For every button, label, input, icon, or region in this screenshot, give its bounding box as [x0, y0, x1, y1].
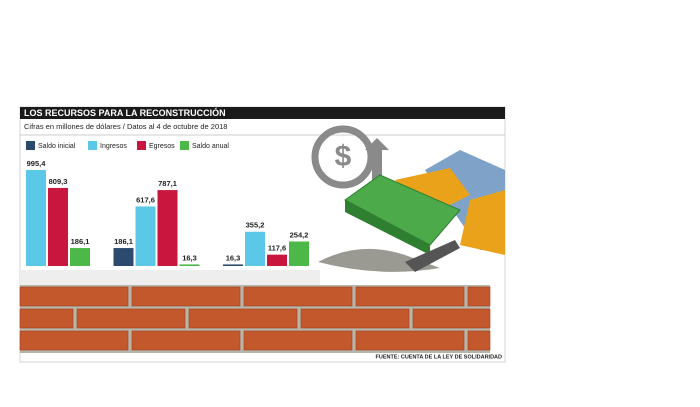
source: FUENTE: CUENTA DE LA LEY DE SOLIDARIDAD: [375, 354, 502, 360]
bar: [70, 248, 90, 266]
legend-label: Saldo inicial: [38, 143, 76, 150]
bar: [48, 187, 68, 266]
legend-swatch: [26, 141, 35, 150]
brick: [243, 286, 353, 307]
value-label: 617,6: [136, 195, 155, 204]
brick: [131, 330, 241, 351]
brick: [355, 286, 465, 307]
brick: [76, 308, 186, 329]
legend-label: Ingresos: [100, 143, 127, 150]
brick: [300, 308, 410, 329]
legend-label: Egresos: [149, 143, 175, 150]
dollar-sign: $: [335, 140, 352, 173]
legend-swatch: [88, 141, 97, 150]
brick: [131, 286, 241, 307]
bar: [245, 231, 265, 266]
arrow-icon: [365, 138, 389, 180]
bar: [267, 254, 287, 266]
legend-label: Saldo anual: [192, 143, 229, 150]
dollar-icon: [311, 125, 375, 189]
bar: [179, 264, 200, 266]
value-label: 16,3: [226, 253, 241, 262]
bar: [289, 241, 309, 266]
brick: [19, 308, 74, 329]
value-label: 254,2: [290, 230, 309, 239]
brick: [467, 286, 491, 307]
bar: [135, 206, 156, 266]
brick: [19, 286, 129, 307]
bar: [26, 170, 46, 266]
brick: [243, 330, 353, 351]
legend-swatch: [180, 141, 189, 150]
brick: [412, 308, 491, 329]
brick: [355, 330, 465, 351]
title-bar: [20, 107, 505, 119]
value-label: 16,3: [182, 253, 197, 262]
value-label: 355,2: [246, 221, 265, 230]
brick: [19, 330, 129, 351]
value-label: 186,1: [114, 237, 133, 246]
value-label: 995,4: [27, 159, 47, 168]
legend-swatch: [137, 141, 146, 150]
trowel: [405, 240, 460, 272]
value-label: 186,1: [71, 237, 90, 246]
brick: [188, 308, 298, 329]
illustration: $: [311, 125, 505, 272]
bar: [157, 190, 178, 266]
category-strip: [20, 270, 320, 285]
chart-title: LOS RECURSOS PARA LA RECONSTRUCCIÓN: [24, 107, 226, 118]
money-brick-side: [345, 200, 430, 255]
value-label: 809,3: [49, 177, 68, 186]
bar: [113, 248, 134, 266]
bar: [223, 264, 243, 266]
glove: [460, 190, 505, 255]
value-label: 787,1: [158, 179, 177, 188]
brick: [467, 330, 491, 351]
value-label: 117,6: [268, 244, 286, 253]
brick-wall: [19, 285, 491, 353]
chart-subtitle: Cifras en millones de dólares / Datos al…: [24, 122, 227, 131]
glove: [395, 168, 470, 215]
